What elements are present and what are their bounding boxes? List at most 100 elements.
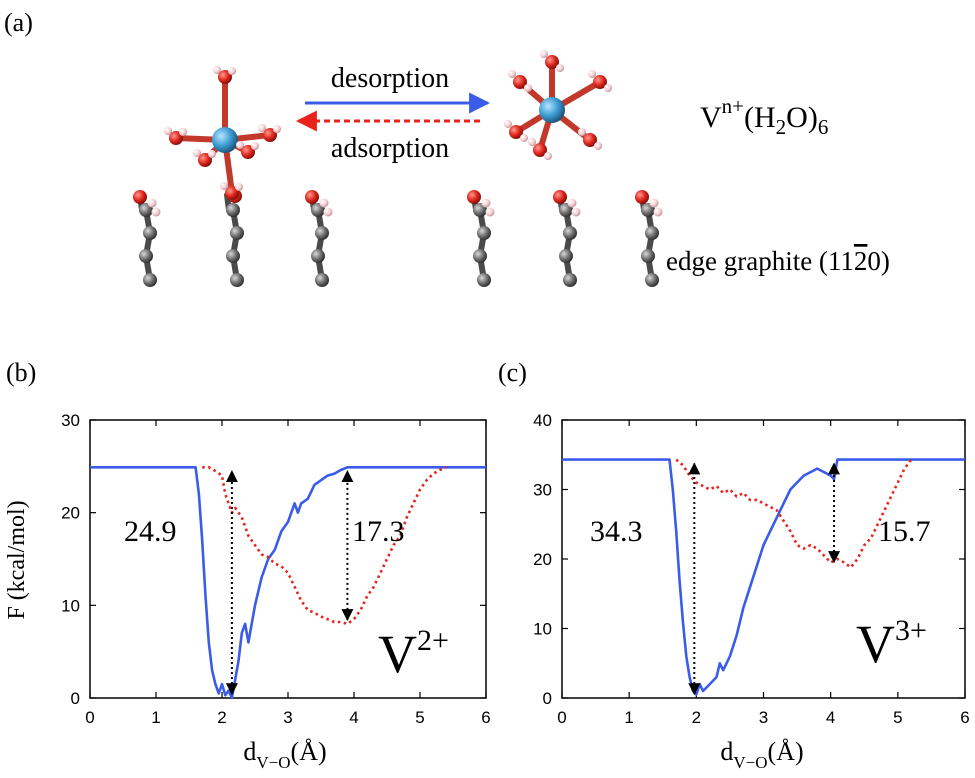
- adsorption-label: adsorption: [331, 133, 449, 164]
- hydrogen-atom: [649, 198, 659, 208]
- y-tick-label: 20: [61, 504, 80, 523]
- oxygen-atom: [635, 190, 649, 204]
- molecular-structures: [133, 50, 663, 287]
- hydrogen-atom: [273, 125, 281, 133]
- y-tick-label: 0: [543, 689, 552, 708]
- complex-charge: n+: [722, 94, 744, 118]
- carbon-atom: [563, 226, 577, 240]
- x-axis-label-c-sub: V−O: [733, 753, 767, 772]
- oxygen-atom: [533, 143, 547, 157]
- carbon-atom: [641, 249, 655, 263]
- hydrogen-atom: [604, 84, 612, 92]
- hydrogen-atom: [567, 198, 577, 208]
- hydrogen-atom: [319, 198, 329, 208]
- y-tick-label: 10: [533, 620, 552, 639]
- barrier-arrows-b: [225, 470, 354, 696]
- hydrogen-atom: [220, 182, 228, 190]
- annotation-desorption-barrier-b: 24.9: [124, 515, 177, 548]
- carbon-atom: [315, 273, 329, 287]
- desorption-label: desorption: [331, 63, 449, 94]
- hydrogen-atom: [504, 120, 512, 128]
- hydrogen-atom: [588, 70, 596, 78]
- x-tick-label: 4: [349, 708, 358, 727]
- vanadium-atom: [539, 97, 565, 123]
- x-tick-label: 5: [893, 708, 902, 727]
- hydrogen-atom: [540, 50, 548, 58]
- complex-sub-6: 6: [818, 115, 829, 139]
- surface-label-main: edge graphite (11: [666, 246, 854, 276]
- x-tick-label: 3: [759, 708, 768, 727]
- x-axis-label-b-main: d: [243, 737, 256, 766]
- complex-formula: Vn+(H2O)6: [700, 94, 828, 139]
- x-tick-label: 2: [217, 708, 226, 727]
- y-axis-label: F (kcal/mol): [4, 500, 30, 619]
- complex-formula-v: V: [700, 101, 722, 134]
- carbon-atom: [477, 273, 491, 287]
- y-tick-label: 30: [533, 481, 552, 500]
- oxygen-atom: [545, 55, 559, 69]
- hydrogen-atom: [258, 124, 266, 132]
- y-tick-label: 30: [61, 411, 80, 430]
- adsorption-free-energy-line: [675, 458, 913, 569]
- oxygen-atom: [305, 190, 319, 204]
- hydrogen-atom: [179, 128, 187, 136]
- annotation-adsorption-barrier-c: 15.7: [878, 515, 931, 548]
- hydrogen-atom: [151, 207, 161, 217]
- carbon-atom: [311, 249, 325, 263]
- hydrogen-atom: [594, 142, 602, 150]
- carbon-atom: [477, 226, 491, 240]
- complex-ligand-open: (H: [744, 101, 776, 134]
- complex-ligand-close: O): [786, 101, 818, 134]
- hydrogen-atom: [323, 207, 333, 217]
- carbon-atom: [139, 249, 153, 263]
- hydrogen-atom: [520, 134, 528, 142]
- carbon-atom: [559, 249, 573, 263]
- carbon-atom: [230, 226, 244, 240]
- hydrogen-atom: [485, 207, 495, 217]
- hydrogen-atom: [251, 142, 259, 150]
- adsorption-free-energy-line: [202, 465, 447, 626]
- series-c: [562, 458, 965, 696]
- panel-b-label: (b): [6, 358, 36, 387]
- surface-label-bar-digit: 2: [854, 246, 868, 276]
- x-axis-label-b-sub: V−O: [256, 753, 290, 772]
- hydrogen-atom: [556, 64, 564, 72]
- oxygen-atom: [553, 190, 567, 204]
- x-axis-label-b: dV−O(Å): [243, 737, 326, 772]
- annotation-adsorption-barrier-b: 17.3: [352, 515, 405, 548]
- carbon-atom: [645, 273, 659, 287]
- ion-label-b-base: V: [378, 624, 417, 684]
- oxygen-atom: [513, 75, 527, 89]
- x-tick-label: 5: [415, 708, 424, 727]
- x-tick-label: 2: [692, 708, 701, 727]
- hydrogen-atom: [508, 70, 516, 78]
- carbon-atom: [143, 273, 157, 287]
- x-tick-label: 0: [85, 708, 94, 727]
- surface-label-close: 0): [867, 246, 890, 276]
- annotation-desorption-barrier-c: 34.3: [590, 515, 643, 548]
- hydrogen-atom: [653, 207, 663, 217]
- y-tick-label: 10: [61, 596, 80, 615]
- hydrogen-atom: [481, 198, 491, 208]
- hydrogen-atom: [147, 198, 157, 208]
- surface-label: edge graphite (1120): [666, 246, 890, 276]
- hydrogen-atom: [528, 138, 536, 146]
- hydrogen-atom: [193, 149, 201, 157]
- x-tick-label: 1: [624, 708, 633, 727]
- carbon-atom: [143, 226, 157, 240]
- oxygen-atom: [225, 186, 239, 200]
- oxygen-atom: [467, 190, 481, 204]
- x-tick-label: 1: [151, 708, 160, 727]
- y-tick-label: 0: [71, 689, 80, 708]
- x-axis-label-c-unit: (Å): [768, 737, 804, 766]
- carbon-atom: [230, 273, 244, 287]
- desorption-free-energy-line: [562, 458, 965, 696]
- oxygen-atom: [218, 70, 232, 84]
- hydrogen-atom: [235, 183, 243, 191]
- y-tick-label: 20: [533, 550, 552, 569]
- hydrogen-atom: [571, 207, 581, 217]
- oxygen-atom: [263, 128, 277, 142]
- hydrogen-atom: [578, 128, 586, 136]
- barrier-arrows-c: [688, 462, 841, 696]
